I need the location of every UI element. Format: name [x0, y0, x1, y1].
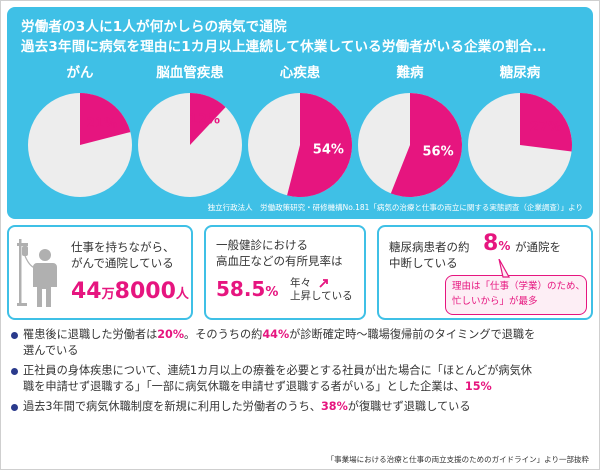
pie-value-label: 21% — [86, 116, 117, 131]
bullet-text: 選んでいる — [23, 344, 79, 357]
pie-label: がん — [67, 64, 94, 81]
bullet-text: 罹患後に退職した労働者は — [23, 328, 158, 341]
card3-figure: 8% — [483, 231, 510, 256]
card3-unit: % — [498, 239, 511, 253]
bullet-text: 正社員の身体疾患について、連続1カ月以上の療養を必要とする社員が出た場合に「ほと… — [23, 364, 532, 377]
bullet-text: 。そのうちの約 — [184, 328, 263, 341]
card1-unit2: 人 — [175, 287, 189, 302]
card3-note1: 理由は「仕事（学業）のため、 — [452, 281, 586, 292]
pie-3: 難病 56% — [358, 64, 462, 198]
card2-value: 58.5 — [216, 277, 266, 301]
bullet-item: 過去3年間で病気休職制度を新規に利用した労働者のうち、38%が復職せず退職してい… — [9, 399, 595, 415]
card-diabetes-dropout: 糖尿病患者の約 8% が通院を 中断している 理由は「仕事（学業）のため、 忙し… — [377, 225, 593, 320]
card2-line1: 一般健診における — [216, 238, 308, 252]
card3-pre: 糖尿病患者の約 — [389, 240, 470, 254]
pie-value-label: 54% — [313, 143, 344, 158]
pie-slice — [520, 93, 572, 152]
title-line-2: 過去3年間に病気を理由に1カ月以上連続して休業している労働者がいる企業の割合… — [21, 39, 547, 55]
iv-drip-patient-icon — [17, 239, 57, 307]
pie-value-label: 27% — [530, 120, 561, 135]
card3-post: が通院を — [515, 240, 561, 254]
bullet-text: 職を申請せず退職する」「一部に病気休職を申請せず退職する者がいる」とした企業は、 — [23, 380, 465, 393]
pie-value-label: 12% — [189, 112, 220, 127]
speech-tail-icon — [498, 259, 511, 278]
bullet-line: 選んでいる — [23, 343, 595, 359]
card1-num1: 44 — [71, 279, 102, 304]
bullet-list: 罹患後に退職した労働者は20%。そのうちの約44%が診断確定時〜職場復帰前のタイ… — [9, 327, 595, 419]
bullet-highlight: 38% — [321, 400, 348, 413]
pie-label: 難病 — [397, 64, 424, 81]
pie-label: 脳血管疾患 — [156, 64, 224, 81]
bullet-line: 正社員の身体疾患について、連続1カ月以上の療養を必要とする社員が出た場合に「ほと… — [23, 363, 595, 379]
card3-value: 8 — [483, 231, 499, 256]
bullet-line: 職を申請せず退職する」「一部に病気休職を申請せず退職する者がいる」とした企業は、… — [23, 379, 595, 395]
source-note-top: 独立行政法人 労働政策研究・研修機構No.181「病気の治療と仕事の両立に関する… — [207, 203, 583, 212]
card2-suffix1: 年々 — [290, 277, 311, 289]
card-hypertension-rate: 一般健診における 高血圧などの有所見率は 58.5% 年々 上昇している — [204, 225, 366, 320]
card2-line2: 高血圧などの有所見率は — [216, 254, 343, 268]
bullet-highlight: 44% — [262, 328, 290, 341]
bullet-text: が診断確定時〜職場復帰前のタイミングで退職を — [289, 328, 536, 341]
top-panel: 労働者の3人に1人が何かしらの病気で通院 過去3年間に病気を理由に1カ月以上連続… — [7, 7, 593, 219]
pie-0: がん 21% — [28, 64, 132, 197]
pie-slice — [287, 93, 352, 197]
pie-slice — [80, 93, 131, 145]
bullet-item: 罹患後に退職した労働者は20%。そのうちの約44%が診断確定時〜職場復帰前のタイ… — [9, 327, 595, 359]
bullet-line: 過去3年間で病気休職制度を新規に利用した労働者のうち、38%が復職せず退職してい… — [23, 399, 595, 415]
card2-unit: % — [265, 285, 279, 300]
pie-1: 脳血管疾患 12% — [138, 64, 242, 197]
card1-num2: 8000 — [114, 279, 176, 304]
pie-value-label: 56% — [423, 144, 454, 159]
bullet-line: 罹患後に退職した労働者は20%。そのうちの約44%が診断確定時〜職場復帰前のタイ… — [23, 327, 595, 343]
pie-label: 心疾患 — [280, 64, 321, 81]
card2-suffix2: 上昇している — [290, 290, 353, 302]
bullet-text: 過去3年間で病気休職制度を新規に利用した労働者のうち、 — [23, 400, 321, 413]
pie-2: 心疾患 54% — [248, 64, 352, 197]
arrow-up-icon — [319, 279, 328, 288]
card1-unit1: 万 — [101, 287, 115, 302]
bullet-text: が復職せず退職している — [347, 400, 471, 413]
pie-4: 糖尿病 27% — [468, 64, 572, 197]
card3-line2: 中断している — [389, 256, 458, 270]
pie-slice — [390, 93, 462, 198]
card2-figure: 58.5% — [216, 277, 278, 301]
card1-line2: がんで通院している — [71, 256, 174, 270]
pie-label: 糖尿病 — [500, 64, 541, 81]
card1-figure: 44万8000人 — [71, 279, 189, 304]
pie-charts: がん 21% 脳血管疾患 12% 心疾患 54% 難病 56% 糖尿病 27% — [28, 64, 572, 198]
pie-slice — [190, 93, 226, 145]
card3-note2: 忙しいから」が最多 — [452, 296, 538, 307]
card3-note-box: 理由は「仕事（学業）のため、 忙しいから」が最多 — [445, 275, 587, 315]
title-line-1: 労働者の3人に1人が何かしらの病気で通院 — [21, 19, 287, 35]
card-cancer-outpatients: 仕事を持ちながら、 がんで通院している 44万8000人 — [7, 225, 193, 320]
bullet-highlight: 20% — [157, 328, 185, 341]
source-note-bottom: 「事業場における治療と仕事の両立支援のためのガイドライン」より一部抜粋 — [326, 455, 589, 464]
card1-line1: 仕事を持ちながら、 — [71, 240, 175, 254]
bullet-item: 正社員の身体疾患について、連続1カ月以上の療養を必要とする社員が出た場合に「ほと… — [9, 363, 595, 395]
bullet-highlight: 15% — [464, 380, 492, 393]
